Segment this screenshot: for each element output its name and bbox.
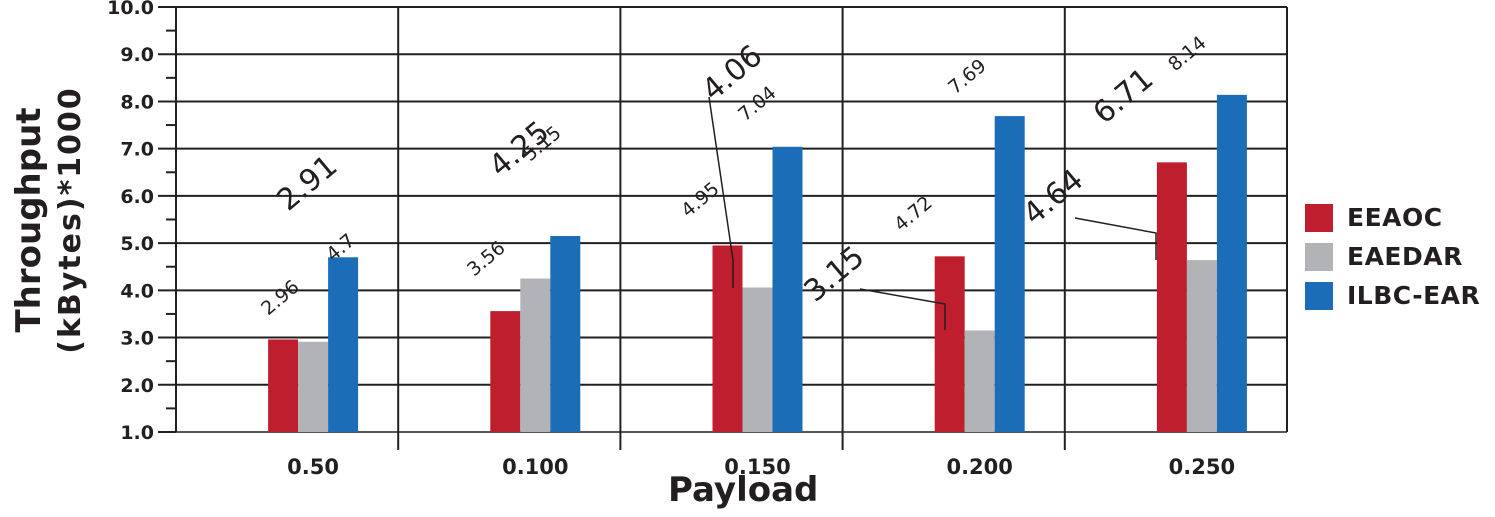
bar-eaedar (1186, 260, 1217, 432)
x-tick-label: 0.250 (1169, 455, 1235, 479)
bar-eaedar (298, 341, 329, 432)
data-label: 8.14 (1164, 32, 1211, 76)
x-tick-label: 0.200 (946, 455, 1012, 479)
x-tick-label: 0.100 (502, 455, 568, 479)
bar-ilbc-ear (772, 146, 803, 432)
legend-swatch-ilbc-ear (1305, 281, 1333, 310)
data-label: 2.91 (271, 148, 345, 218)
data-label: 3.15 (798, 239, 872, 309)
y-tick-label: 7.0 (120, 139, 154, 161)
legend-swatch-eeaoc (1305, 203, 1333, 232)
bar-eaedar (742, 287, 773, 432)
bar-eeaoc (490, 311, 521, 432)
x-tick-label: 0.50 (287, 455, 339, 479)
bar-eeaoc (934, 256, 965, 432)
data-label: 4.95 (677, 178, 724, 222)
legend-swatch-eaedar (1305, 242, 1333, 271)
bar-eeaoc (268, 339, 299, 432)
bar-ilbc-ear (328, 257, 359, 432)
legend: EEAOC EAEDAR ILBC-EAR (1305, 198, 1480, 315)
y-tick-label: 3.0 (120, 328, 154, 350)
bar-eeaoc (1156, 162, 1187, 432)
x-axis-title: Payload (668, 470, 819, 510)
y-tick-label: 9.0 (120, 44, 154, 66)
legend-label: EEAOC (1347, 203, 1443, 232)
x-tick-label: 0.150 (724, 455, 790, 479)
leader-line (859, 288, 946, 330)
legend-item-eaedar: EAEDAR (1305, 237, 1480, 276)
bar-eaedar (520, 278, 551, 432)
y-tick-label: 6.0 (120, 186, 154, 208)
data-label: 4.72 (890, 192, 937, 236)
leader-line (708, 96, 734, 288)
data-label: 7.69 (944, 55, 991, 99)
bar-ilbc-ear (550, 236, 581, 432)
data-label: 6.71 (1087, 61, 1161, 131)
leader-line (1074, 217, 1157, 260)
data-label: 4.64 (1017, 162, 1091, 232)
y-tick-label: 5.0 (120, 233, 154, 255)
y-axis-title-line2: (kBytes)*1000 (53, 86, 88, 354)
y-tick-label: 1.0 (120, 422, 154, 444)
y-tick-label: 8.0 (120, 91, 154, 113)
legend-item-eeaoc: EEAOC (1305, 198, 1480, 237)
bar-eaedar (964, 330, 995, 432)
bar-ilbc-ear (994, 116, 1025, 432)
y-axis-title-line1: Throughput (9, 107, 49, 332)
y-axis-title: Throughput (kBytes)*1000 (2, 60, 92, 380)
y-tick-label: 10.0 (107, 0, 154, 19)
y-tick-label: 4.0 (120, 280, 154, 302)
bar-eeaoc (712, 245, 743, 432)
legend-label: EAEDAR (1347, 242, 1463, 271)
legend-item-ilbc-ear: ILBC-EAR (1305, 276, 1480, 315)
legend-label: ILBC-EAR (1347, 281, 1481, 310)
y-tick-label: 2.0 (120, 375, 154, 397)
bar-ilbc-ear (1216, 94, 1247, 432)
data-label: 2.96 (257, 276, 304, 320)
